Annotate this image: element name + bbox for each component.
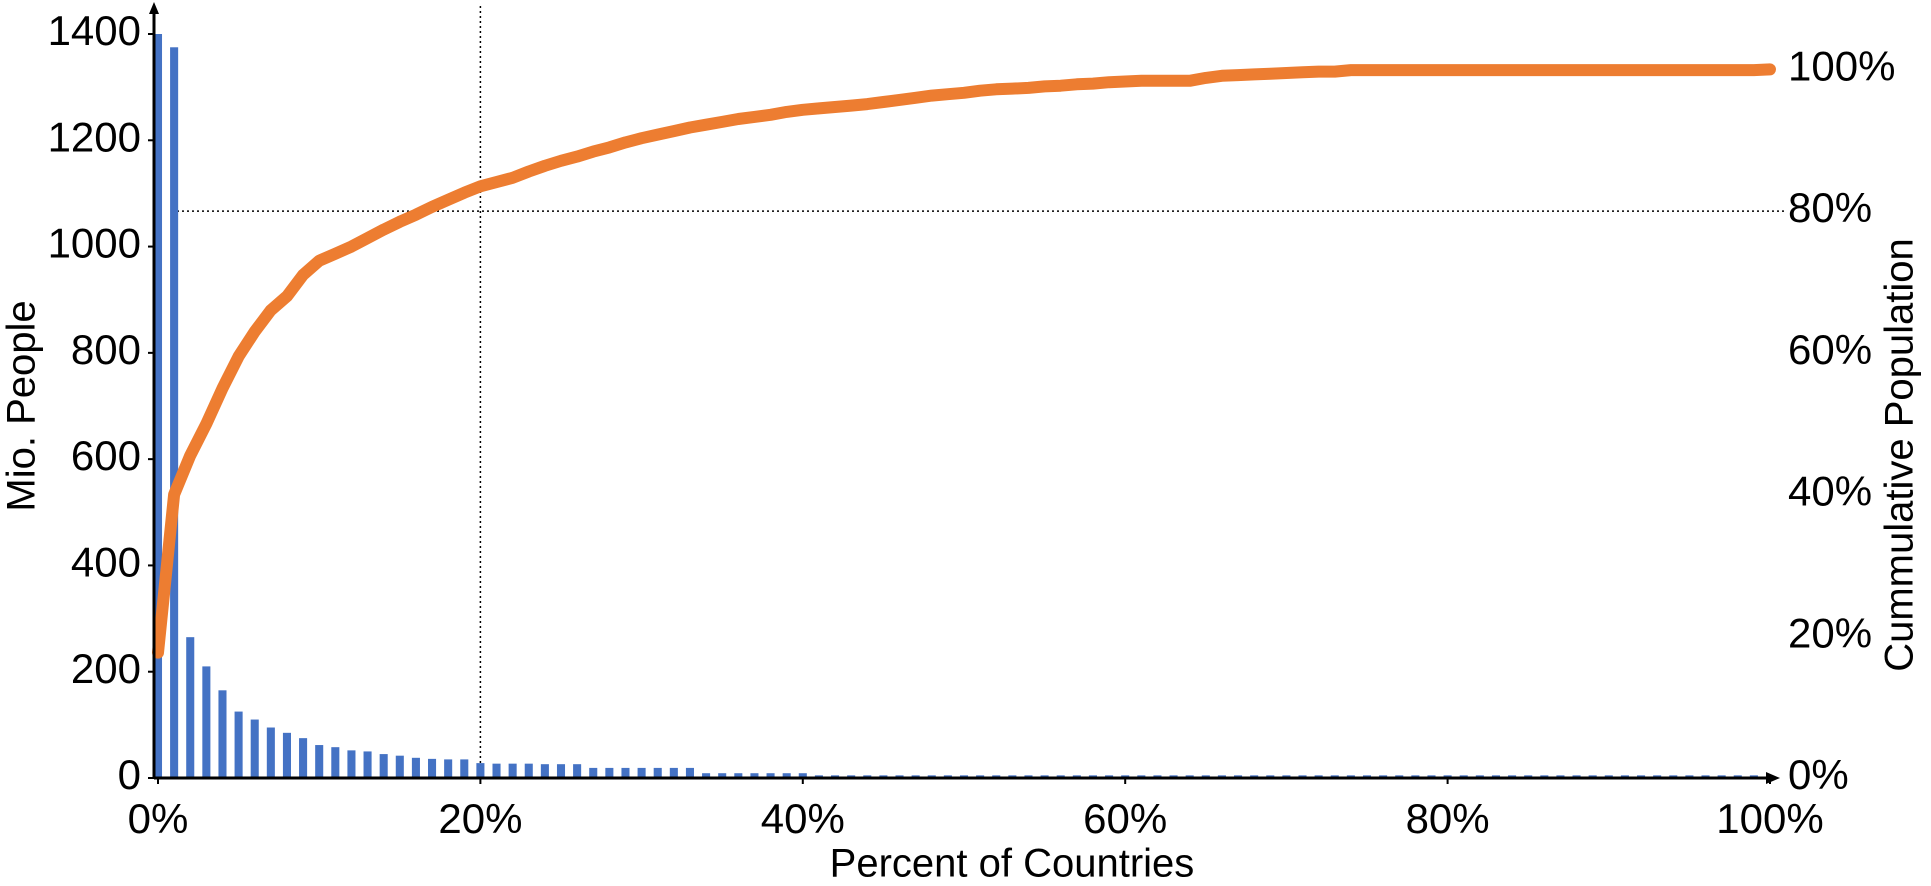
x-axis-title: Percent of Countries: [830, 842, 1195, 886]
bar: [718, 773, 727, 778]
x-tick-label: 100%: [1716, 795, 1823, 842]
bar: [556, 764, 566, 778]
bar: [685, 767, 694, 778]
y-tick-label: 200: [71, 645, 141, 692]
bar: [540, 764, 549, 778]
bar: [379, 754, 388, 778]
y-tick-label: 1200: [48, 113, 141, 160]
bar: [331, 747, 340, 778]
bar: [508, 763, 517, 778]
bar: [460, 759, 469, 778]
y-tick-label: 1000: [48, 220, 141, 267]
bar: [250, 719, 259, 778]
y2-tick-label: 40%: [1788, 468, 1872, 515]
bar: [266, 727, 275, 778]
y2-tick-label: 60%: [1788, 326, 1872, 373]
y2-tick-label: 0%: [1788, 751, 1849, 798]
bar: [395, 755, 404, 778]
bar: [589, 767, 598, 778]
x-tick-label: 60%: [1083, 795, 1167, 842]
bar: [524, 763, 533, 778]
bar: [734, 773, 743, 778]
y-tick-label: 800: [71, 326, 141, 373]
bar: [653, 767, 662, 778]
bar: [637, 767, 646, 778]
y-tick-label: 0: [118, 751, 141, 798]
bar: [444, 759, 453, 778]
bar: [766, 773, 775, 778]
bar: [492, 763, 501, 778]
bar: [363, 751, 372, 778]
bar: [186, 637, 195, 778]
bar: [411, 757, 420, 778]
bar: [299, 738, 308, 778]
bar: [605, 767, 614, 778]
x-tick-label: 20%: [438, 795, 522, 842]
bar: [315, 745, 324, 778]
bar: [218, 690, 227, 778]
bar: [170, 47, 179, 779]
bar: [234, 711, 243, 778]
x-axis-arrow: [1766, 772, 1780, 784]
y2-axis-title: Cummulative Population: [1878, 238, 1922, 672]
y-tick-label: 1400: [48, 7, 141, 54]
bar: [621, 767, 630, 778]
bar: [282, 732, 291, 778]
bar: [202, 666, 211, 778]
line: [152, 63, 1776, 659]
y2-tick-label: 20%: [1788, 609, 1872, 656]
y2-tick-label: 100%: [1788, 43, 1895, 90]
bar: [702, 773, 711, 778]
bar: [573, 764, 582, 778]
y-tick-label: 400: [71, 539, 141, 586]
bar: [153, 34, 163, 778]
bar: [476, 763, 485, 778]
bar: [347, 750, 356, 778]
x-tick-label: 40%: [761, 795, 845, 842]
y2-tick-label: 80%: [1788, 184, 1872, 231]
y-axis-title: Mio. People: [0, 300, 44, 511]
x-tick-label: 80%: [1406, 795, 1490, 842]
bar: [669, 767, 678, 778]
bar: [798, 773, 807, 778]
x-tick-label: 0%: [128, 795, 189, 842]
bar: [750, 773, 759, 778]
y-tick-label: 600: [71, 432, 141, 479]
y-axis-arrow: [149, 2, 159, 14]
bar: [428, 758, 437, 778]
bar: [782, 773, 791, 778]
